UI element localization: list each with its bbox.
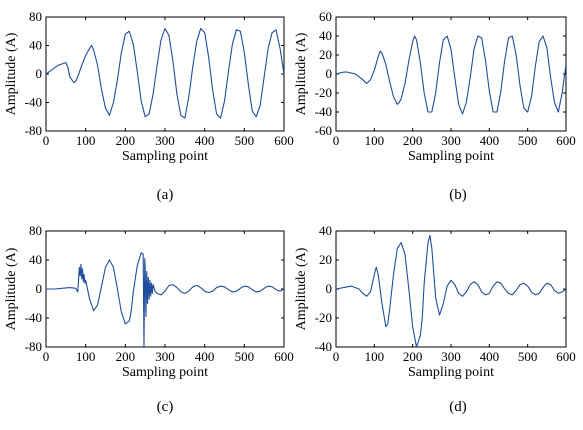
x-tick-label: 500 [518, 349, 538, 364]
x-tick-label: 0 [333, 349, 340, 364]
plot-frame [335, 230, 567, 348]
y-tick-label: -40 [25, 310, 42, 325]
x-tick-label: 300 [155, 133, 175, 148]
x-tick-label: 300 [441, 349, 461, 364]
y-axis-label: Amplitude (A) [4, 247, 19, 330]
y-tick-label: 80 [29, 223, 42, 238]
series-line-1 [46, 27, 284, 119]
series-line-1 [336, 234, 566, 347]
plot-frame [45, 230, 285, 348]
x-tick-label: 200 [403, 133, 423, 148]
y-tick-label: 60 [319, 9, 332, 24]
panel-label: (a) [157, 187, 174, 203]
y-tick-label: 20 [319, 47, 332, 62]
y-tick-label: 40 [319, 28, 332, 43]
x-tick-label: 400 [195, 349, 215, 364]
y-tick-label: -20 [315, 310, 332, 325]
x-tick-label: 200 [403, 349, 423, 364]
x-tick-label: 300 [441, 133, 461, 148]
y-tick-label: 0 [326, 281, 333, 296]
x-tick-label: 100 [76, 133, 96, 148]
x-axis-label: Sampling point [408, 149, 494, 164]
y-axis-label: Amplitude (A) [294, 32, 309, 115]
y-tick-label: -40 [25, 95, 42, 110]
y-tick-label: 20 [319, 252, 332, 267]
x-tick-label: 400 [480, 133, 500, 148]
x-tick-label: 200 [116, 349, 136, 364]
plot-frame [45, 16, 285, 132]
y-tick-label: -80 [25, 123, 42, 138]
y-tick-label: -20 [315, 85, 332, 100]
x-tick-label: 400 [480, 349, 500, 364]
y-axis-label: Amplitude (A) [294, 247, 309, 330]
x-tick-label: 400 [195, 133, 215, 148]
x-tick-label: 100 [76, 349, 96, 364]
x-tick-label: 600 [556, 133, 576, 148]
x-tick-label: 0 [333, 133, 340, 148]
x-tick-label: 500 [235, 349, 255, 364]
x-tick-label: 0 [43, 133, 50, 148]
y-tick-label: -60 [315, 123, 332, 138]
x-tick-label: 100 [365, 133, 385, 148]
panel-label: (c) [157, 399, 174, 415]
x-axis-label: Sampling point [122, 149, 208, 164]
x-tick-label: 500 [235, 133, 255, 148]
series-line-1 [336, 35, 566, 115]
y-tick-label: 0 [36, 66, 43, 81]
y-tick-label: 40 [29, 38, 42, 53]
y-tick-label: 0 [36, 281, 43, 296]
panel-label: (d) [449, 399, 467, 415]
x-tick-label: 0 [43, 349, 50, 364]
x-tick-label: 600 [274, 349, 294, 364]
series-line-1 [46, 252, 284, 347]
x-tick-label: 500 [518, 133, 538, 148]
y-tick-label: -40 [315, 104, 332, 119]
plot-frame [335, 16, 567, 132]
panel-label: (b) [449, 187, 467, 203]
y-tick-label: 80 [29, 9, 42, 24]
x-tick-label: 600 [556, 349, 576, 364]
x-tick-label: 100 [365, 349, 385, 364]
y-tick-label: 0 [326, 66, 333, 81]
y-tick-label: 40 [29, 252, 42, 267]
y-tick-label: -80 [25, 339, 42, 354]
x-tick-label: 200 [116, 133, 136, 148]
y-tick-label: 40 [319, 223, 332, 238]
y-tick-label: -40 [315, 339, 332, 354]
x-tick-label: 300 [155, 349, 175, 364]
x-tick-label: 600 [274, 133, 294, 148]
y-axis-label: Amplitude (A) [4, 32, 19, 115]
panel-2: 0 100 200 300 400 500 6006040200-20-40-60Sampl… [294, 9, 576, 203]
x-axis-label: Sampling point [408, 365, 494, 380]
x-axis-label: Sampling point [122, 365, 208, 380]
